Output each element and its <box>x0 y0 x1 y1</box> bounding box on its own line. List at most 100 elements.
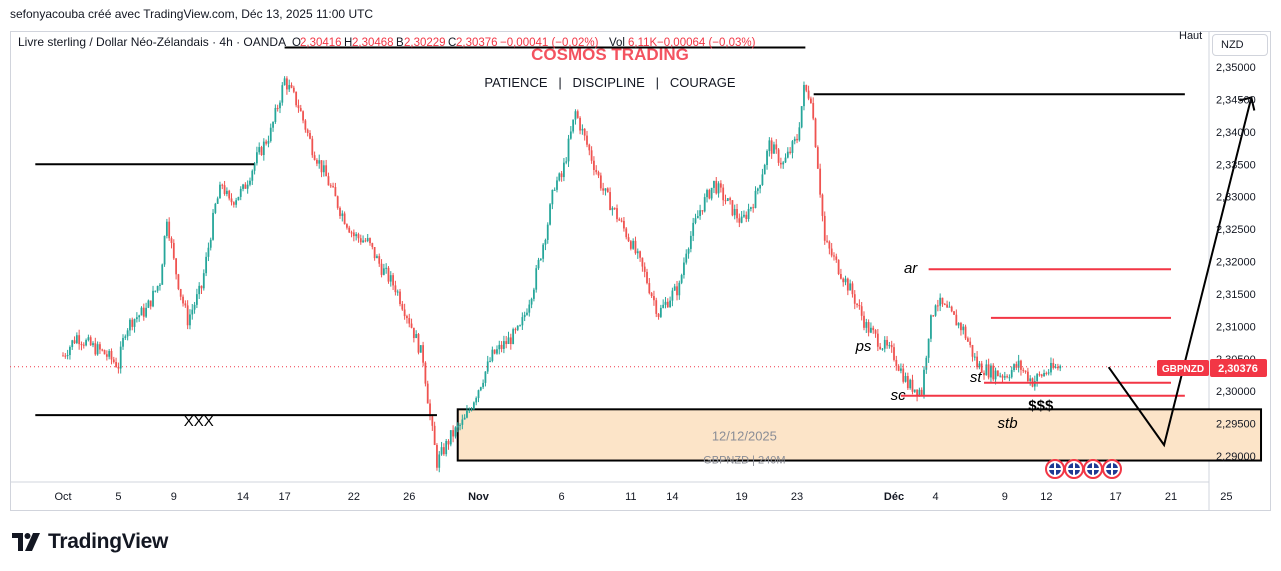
candle-body <box>186 305 189 326</box>
candle-body <box>479 387 482 391</box>
candle-body <box>643 266 646 272</box>
ohlc-value: 2,30468 <box>352 37 394 49</box>
candle-body <box>740 216 743 223</box>
candle-body <box>994 370 997 380</box>
candle-body <box>1015 364 1018 368</box>
candle-body <box>327 176 330 186</box>
event-flag-icon[interactable] <box>1083 459 1103 479</box>
candle-body <box>135 317 138 320</box>
candlestick-series <box>10 76 1157 473</box>
candle-body <box>509 337 512 344</box>
candle-body <box>710 187 713 199</box>
candle-body <box>553 189 556 191</box>
candle-body <box>913 389 916 392</box>
candle-body <box>936 305 939 307</box>
event-flag-icon[interactable] <box>1045 459 1065 479</box>
candle-body <box>244 184 247 189</box>
candle-body <box>334 187 337 197</box>
candle-body <box>182 296 184 304</box>
event-flag-icon[interactable] <box>1064 459 1084 479</box>
candle-body <box>752 207 755 209</box>
candle-body <box>983 372 985 376</box>
candle-body <box>597 172 600 176</box>
candle-body <box>900 368 902 371</box>
candle-body <box>142 307 145 317</box>
watermark-title: COSMOS TRADING <box>531 45 689 64</box>
price-tick-label: 2,33000 <box>1216 192 1256 204</box>
candle-body <box>454 427 457 437</box>
candle-body <box>897 365 900 371</box>
candle-body <box>761 174 764 186</box>
candle-body <box>717 183 720 194</box>
candle-body <box>777 149 780 163</box>
candle-body <box>703 197 706 212</box>
candle-body <box>641 257 644 267</box>
auto-scale-label[interactable]: Haut <box>1179 30 1203 42</box>
candle-body <box>1033 380 1036 387</box>
candle-body <box>440 447 443 455</box>
candle-body <box>867 322 870 333</box>
projection-path <box>1107 97 1253 448</box>
candle-body <box>632 240 635 249</box>
candle-body <box>470 409 473 411</box>
candle-body <box>1017 360 1020 368</box>
candle-body <box>996 370 999 377</box>
candle-body <box>1059 366 1062 369</box>
candle-body <box>332 186 334 188</box>
candle-body <box>366 238 369 242</box>
candle-body <box>1008 377 1011 379</box>
candle-body <box>803 85 805 107</box>
candle-body <box>701 210 704 212</box>
candle-body <box>911 379 914 392</box>
annotation-label: sc <box>891 387 907 404</box>
candle-body <box>893 347 895 360</box>
candle-body <box>168 221 171 239</box>
price-axis-ticks[interactable]: 2,35000 2,34500 2,34000 2,33500 2,33000 2,325… <box>1216 62 1256 463</box>
candle-body <box>733 209 736 216</box>
candle-body <box>599 175 602 189</box>
candle-body <box>558 173 561 181</box>
tradingview-logo[interactable]: TradingView <box>12 530 168 554</box>
candle-body <box>731 200 734 216</box>
candle-body <box>147 300 150 308</box>
candle-body <box>436 444 438 468</box>
candle-body <box>73 340 76 344</box>
symbol-description[interactable]: Livre sterling / Dollar Néo-Zélandais · … <box>18 35 286 49</box>
candle-body <box>283 78 286 86</box>
time-tick-label: Nov <box>468 491 490 503</box>
time-axis-ticks[interactable]: Oct 5 9 14 17 22 26 Nov 6 11 14 19 23 Déc 4 9 12 17 21 25 <box>54 491 1232 503</box>
candle-body <box>69 347 71 356</box>
candle-body <box>706 190 708 198</box>
candle-body <box>385 267 388 269</box>
candle-body <box>1029 378 1032 381</box>
candle-body <box>916 389 918 396</box>
candle-body <box>775 144 778 150</box>
candle-body <box>814 118 817 148</box>
candle-body <box>685 253 688 263</box>
candle-body <box>232 202 235 205</box>
candle-body <box>941 297 944 305</box>
time-tick-label: 25 <box>1220 491 1232 503</box>
candle-body <box>92 343 94 346</box>
candle-body <box>840 274 842 279</box>
candle-body <box>376 256 378 259</box>
candle-body <box>756 188 759 191</box>
currency-button[interactable]: NZD <box>1212 34 1268 56</box>
candle-body <box>149 300 152 307</box>
candle-body <box>346 224 348 228</box>
price-chart[interactable]: COSMOS TRADING PATIENCE | DISCIPLINE | C… <box>0 0 1281 520</box>
time-tick-label: 5 <box>115 491 121 503</box>
candle-body <box>687 248 690 254</box>
candle-body <box>286 78 288 90</box>
candle-body <box>874 330 877 334</box>
annotations-layer: ar ps st sc $$$ stb XXX <box>184 260 1122 479</box>
candle-body <box>140 307 143 316</box>
candle-body <box>412 327 415 339</box>
candle-body <box>491 349 494 361</box>
candle-body <box>953 311 955 315</box>
event-flag-icon[interactable] <box>1102 459 1122 479</box>
candle-body <box>650 293 653 297</box>
time-tick-label: 14 <box>237 491 249 503</box>
ohlc-label: O <box>292 37 301 49</box>
candle-body <box>461 419 464 425</box>
